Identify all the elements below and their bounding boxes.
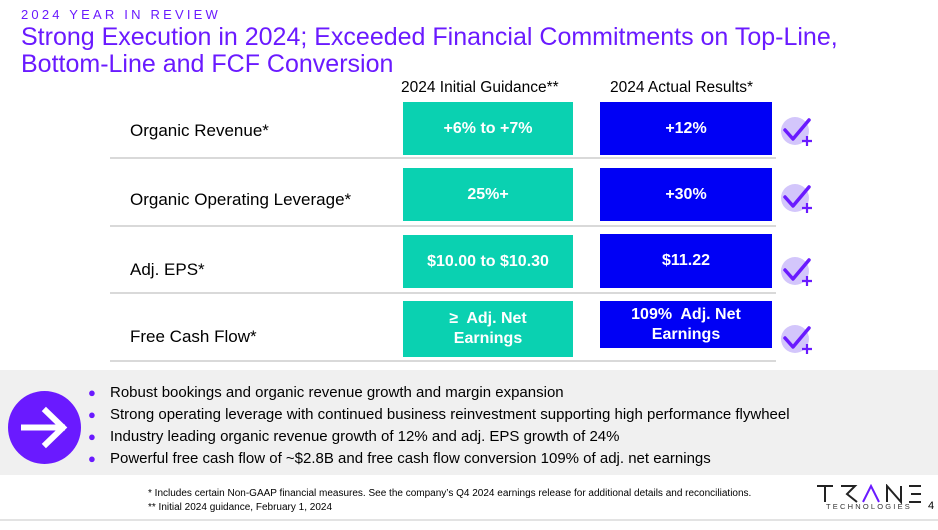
bullet-text: Strong operating leverage with continued… — [110, 406, 790, 423]
bullet-text: Powerful free cash flow of ~$2.8B and fr… — [110, 450, 711, 467]
bullet-text: Industry leading organic revenue growth … — [110, 428, 620, 445]
slide-title: Strong Execution in 2024; Exceeded Finan… — [21, 23, 838, 78]
actual-box-organic-revenue: +12% — [600, 102, 772, 155]
summary-bullets: ● Robust bookings and organic revenue gro… — [88, 382, 790, 470]
check-plus-icon — [781, 325, 812, 354]
footnote-non-gaap: * Includes certain Non-GAAP financial me… — [148, 488, 752, 499]
guidance-box-free-cash-flow: ≥ Adj. Net Earnings — [403, 301, 573, 357]
row-label-adj-eps: Adj. EPS* — [130, 260, 205, 279]
column-header-actual: 2024 Actual Results* — [610, 79, 754, 96]
row-divider — [110, 225, 776, 227]
guidance-value-line2: Earnings — [453, 330, 523, 347]
check-plus-icon — [781, 184, 812, 213]
summary-bullet: ● Strong operating leverage with continue… — [88, 404, 790, 426]
bottom-divider — [0, 519, 938, 521]
actual-value-line1: 109% Adj. Net — [631, 305, 741, 323]
row-divider — [110, 292, 776, 294]
check-plus-icon — [781, 257, 812, 286]
eyebrow-label: 2024 YEAR IN REVIEW — [21, 7, 222, 22]
summary-bullet: ● Powerful free cash flow of ~$2.8B and f… — [88, 448, 790, 470]
actual-box-free-cash-flow: 109% Adj. Net Earnings — [600, 301, 772, 348]
row-divider — [110, 157, 776, 159]
row-divider — [110, 360, 776, 362]
guidance-box-adj-eps: $10.00 to $10.30 — [403, 235, 573, 288]
guidance-value-line1: ≥ Adj. Net — [449, 310, 527, 327]
actual-value: +30% — [665, 185, 707, 203]
guidance-value: +6% to +7% — [443, 119, 533, 137]
row-label-organic-revenue: Organic Revenue* — [130, 121, 269, 140]
footnote-guidance-date: ** Initial 2024 guidance, February 1, 20… — [148, 502, 333, 513]
actual-value: +12% — [665, 119, 707, 137]
bullet-dot-icon: ● — [88, 407, 96, 422]
logo-subtext: TECHNOLOGIES — [826, 502, 912, 511]
actual-box-adj-eps: $11.22 — [600, 234, 772, 288]
bullet-text: Robust bookings and organic revenue grow… — [110, 384, 564, 401]
arrow-badge — [8, 391, 81, 464]
column-header-guidance: 2024 Initial Guidance** — [401, 79, 559, 96]
row-label-operating-leverage: Organic Operating Leverage* — [130, 190, 352, 209]
summary-bullet: ● Robust bookings and organic revenue gro… — [88, 382, 790, 404]
summary-band — [0, 370, 938, 475]
actual-box-operating-leverage: +30% — [600, 168, 772, 221]
trane-logo — [817, 484, 921, 505]
bullet-dot-icon: ● — [88, 385, 96, 400]
guidance-value: 25%+ — [467, 186, 509, 203]
arrow-right-icon — [21, 406, 68, 449]
row-label-free-cash-flow: Free Cash Flow* — [130, 327, 257, 346]
actual-value-line2: Earnings — [651, 325, 721, 343]
check-plus-icon — [781, 117, 812, 146]
guidance-value: $10.00 to $10.30 — [427, 252, 549, 270]
guidance-box-organic-revenue: +6% to +7% — [403, 102, 573, 155]
page-number: 4 — [928, 500, 935, 512]
bullet-dot-icon: ● — [88, 429, 96, 444]
guidance-box-operating-leverage: 25%+ — [403, 168, 573, 221]
summary-bullet: ● Industry leading organic revenue growth… — [88, 426, 790, 448]
actual-value: $11.22 — [661, 252, 711, 269]
bullet-dot-icon: ● — [88, 451, 96, 466]
